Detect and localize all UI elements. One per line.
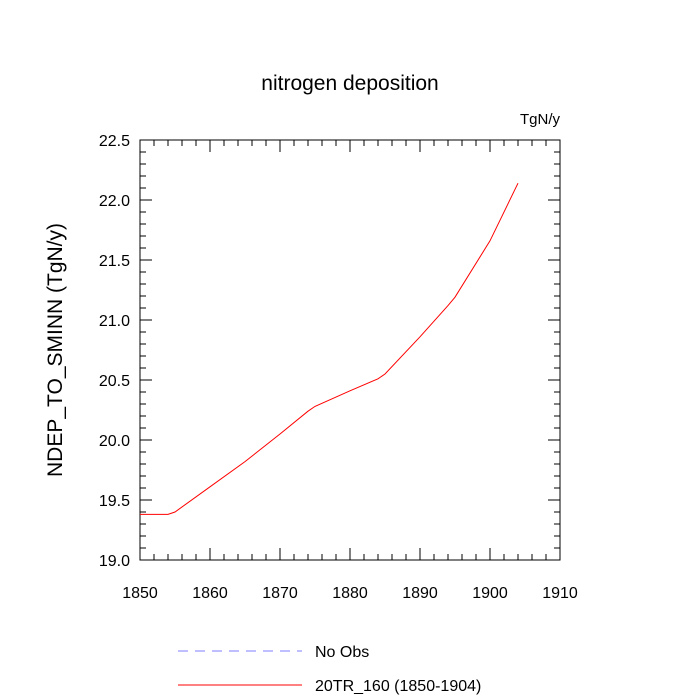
y-tick-label: 19.0 [99, 553, 130, 570]
x-tick-label: 1860 [192, 585, 228, 602]
axis-ticks [139, 139, 561, 561]
y-tick-label: 21.0 [99, 313, 130, 330]
series-line-20tr-160-1850-1904 [140, 182, 519, 515]
legend-label-20tr-160: 20TR_160 (1850-1904) [315, 678, 481, 695]
x-tick-label: 1900 [472, 585, 508, 602]
x-tick-label: 1910 [542, 585, 578, 602]
legend-label-no-obs: No Obs [315, 644, 369, 661]
series-layer [140, 182, 519, 515]
plot-frame [139, 139, 561, 561]
x-tick-label: 1850 [122, 585, 158, 602]
legend: No Obs 20TR_160 (1850-1904) [178, 644, 481, 695]
x-tick-label: 1880 [332, 585, 368, 602]
y-tick-label: 21.5 [99, 253, 130, 270]
y-tick-label: 20.5 [99, 373, 130, 390]
y-axis-label: NDEP_TO_SMINN (TgN/y) [44, 223, 67, 477]
units-label: TgN/y [520, 111, 561, 128]
y-tick-label: 22.0 [99, 193, 130, 210]
y-tick-label: 19.5 [99, 493, 130, 510]
x-tick-label: 1870 [262, 585, 298, 602]
y-tick-label: 20.0 [99, 433, 130, 450]
y-tick-label: 22.5 [99, 133, 130, 150]
x-tick-labels: 1850 1860 1870 1880 1890 1900 1910 [122, 585, 578, 602]
chart-title: nitrogen deposition [261, 72, 438, 95]
x-tick-label: 1890 [402, 585, 438, 602]
y-tick-labels: 19.0 19.5 20.0 20.5 21.0 21.5 22.0 22.5 [99, 133, 130, 570]
